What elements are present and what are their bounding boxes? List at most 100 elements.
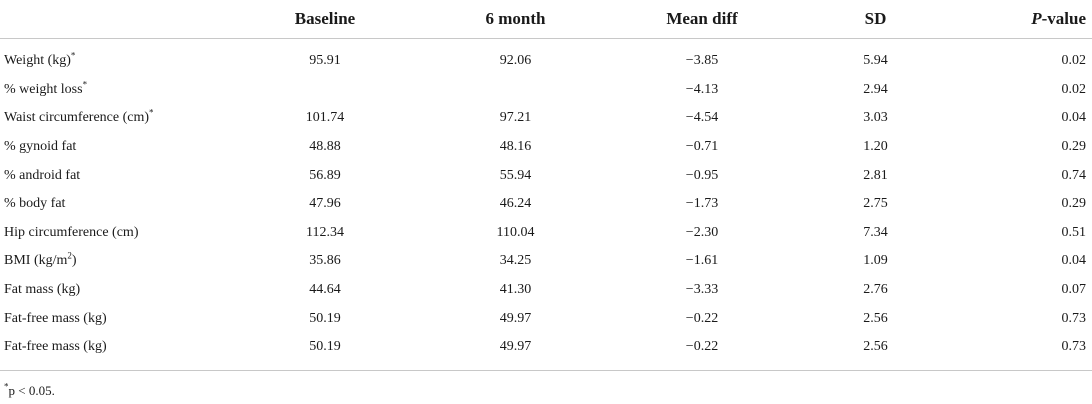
header-blank xyxy=(0,0,230,39)
table-row: % android fat 56.89 55.94 −0.95 2.81 0.74 xyxy=(0,161,1092,190)
row-label-text: % body fat xyxy=(4,196,66,212)
cell-sd: 1.20 xyxy=(863,139,888,155)
row-label-text: Fat-free mass (kg) xyxy=(4,339,107,355)
cell-sd: 2.76 xyxy=(863,282,888,298)
cell-6-month: 92.06 xyxy=(499,53,532,69)
table-body: Weight (kg)* 95.91 92.06 −3.85 5.94 0.02% wei… xyxy=(0,47,1092,371)
cell-sd: 7.34 xyxy=(863,224,888,240)
cell-6-month: 48.16 xyxy=(499,139,532,155)
cell-baseline: 50.19 xyxy=(309,310,341,326)
table-row: Weight (kg)* 95.91 92.06 −3.85 5.94 0.02 xyxy=(0,47,1092,76)
cell-6-month: 110.04 xyxy=(496,224,535,240)
cell-baseline: 48.88 xyxy=(309,139,341,155)
cell-mean-diff: −0.22 xyxy=(685,339,719,355)
cell-sd: 2.81 xyxy=(863,167,888,183)
cell-6-month: 49.97 xyxy=(499,339,532,355)
header-p-rest: -value xyxy=(1041,9,1086,28)
cell-p-value: 0.74 xyxy=(1061,167,1087,183)
table-row: Waist circumference (cm)* 101.74 97.21 −4.5… xyxy=(0,104,1092,133)
cell-p-value: 0.73 xyxy=(1061,339,1087,355)
row-label: Hip circumference (cm) xyxy=(0,219,230,248)
cell-sd: 5.94 xyxy=(863,53,888,69)
results-table-container: Baseline 6 month Mean diff SD P-value We… xyxy=(0,0,1092,371)
cell-p-value: 0.04 xyxy=(1061,110,1087,126)
cell-baseline: 50.19 xyxy=(309,339,341,355)
row-label-text: Fat-free mass (kg) xyxy=(4,310,107,326)
header-row: Baseline 6 month Mean diff SD P-value xyxy=(0,0,1092,39)
header-6-month: 6 month xyxy=(420,0,611,39)
row-label: % weight loss* xyxy=(0,76,230,105)
row-label-text: Waist circumference (cm) xyxy=(4,110,150,126)
footnote-mark: * xyxy=(4,381,9,392)
unit-superscript: 2 xyxy=(67,250,72,261)
cell-sd: 1.09 xyxy=(863,253,888,269)
cell-baseline xyxy=(230,76,420,105)
cell-baseline: 47.96 xyxy=(309,196,341,212)
cell-mean-diff: −0.71 xyxy=(685,139,719,155)
cell-6-month: 34.25 xyxy=(499,253,532,269)
row-label-text: % gynoid fat xyxy=(4,139,77,155)
table-row: % weight loss* −4.13 2.94 0.02 xyxy=(0,76,1092,105)
cell-p-value: 0.51 xyxy=(1061,224,1087,240)
cell-baseline: 112.34 xyxy=(306,224,344,240)
cell-mean-diff: −1.73 xyxy=(685,196,719,212)
cell-6-month: 46.24 xyxy=(499,196,532,212)
header-sd: SD xyxy=(793,0,958,39)
header-p-value: P-value xyxy=(958,0,1092,39)
row-label: % gynoid fat xyxy=(0,133,230,162)
header-p-letter: P xyxy=(1031,9,1042,28)
cell-6-month xyxy=(420,76,611,105)
cell-mean-diff: −4.54 xyxy=(685,110,719,126)
cell-p-value: 0.04 xyxy=(1061,253,1087,269)
cell-baseline: 101.74 xyxy=(305,110,345,126)
row-label-text: % weight loss xyxy=(4,81,83,97)
cell-6-month: 41.30 xyxy=(499,282,532,298)
cell-mean-diff: −3.85 xyxy=(685,53,719,69)
row-label: % body fat xyxy=(0,190,230,219)
significance-mark: * xyxy=(70,50,76,61)
cell-mean-diff: −3.33 xyxy=(685,282,719,298)
cell-sd: 2.94 xyxy=(863,81,888,97)
header-mean-diff: Mean diff xyxy=(611,0,793,39)
cell-p-value: 0.29 xyxy=(1061,196,1087,212)
cell-p-value: 0.02 xyxy=(1061,53,1087,69)
table-row: % gynoid fat 48.88 48.16 −0.71 1.20 0.29 xyxy=(0,133,1092,162)
row-label: Fat mass (kg) xyxy=(0,276,230,305)
table-row: Fat-free mass (kg) 50.19 49.97 −0.22 2.56 0.7… xyxy=(0,304,1092,333)
cell-sd: 3.03 xyxy=(863,110,888,126)
cell-mean-diff: −0.22 xyxy=(685,310,719,326)
cell-p-value: 0.02 xyxy=(1061,81,1087,97)
row-label-text: Weight (kg) xyxy=(4,53,71,69)
cell-mean-diff: −0.95 xyxy=(685,167,719,183)
cell-mean-diff: −4.13 xyxy=(685,81,719,97)
cell-sd: 2.75 xyxy=(863,196,888,212)
cell-baseline: 95.91 xyxy=(309,53,341,69)
row-label: Weight (kg)* xyxy=(0,47,230,76)
cell-p-value: 0.29 xyxy=(1061,139,1087,155)
significance-mark: * xyxy=(82,79,88,90)
row-label-text: % android fat xyxy=(4,167,81,183)
cell-sd: 2.56 xyxy=(863,339,888,355)
footnote: *p < 0.05. xyxy=(4,381,55,399)
cell-p-value: 0.07 xyxy=(1061,282,1087,298)
table-row: Fat mass (kg) 44.64 41.30 −3.33 2.76 0.07 xyxy=(0,276,1092,305)
cell-baseline: 35.86 xyxy=(309,253,341,269)
row-label-text: Fat mass (kg) xyxy=(4,282,81,298)
cell-p-value: 0.73 xyxy=(1061,310,1087,326)
significance-mark: * xyxy=(149,107,154,118)
cell-6-month: 49.97 xyxy=(499,310,532,326)
cell-6-month: 55.94 xyxy=(499,167,532,183)
cell-6-month: 97.21 xyxy=(499,110,532,126)
table-row: BMI (kg/m2) 35.86 34.25 −1.61 1.09 0.04 xyxy=(0,247,1092,276)
row-label: Waist circumference (cm)* xyxy=(0,104,230,133)
row-label: Fat-free mass (kg) xyxy=(0,333,230,362)
cell-sd: 2.56 xyxy=(863,310,888,326)
row-label: BMI (kg/m2) xyxy=(0,247,230,276)
cell-mean-diff: −2.30 xyxy=(685,224,719,240)
table-row: Fat-free mass (kg) 50.19 49.97 −0.22 2.56 0.7… xyxy=(0,333,1092,362)
row-label-end: ) xyxy=(71,253,77,269)
cell-mean-diff: −1.61 xyxy=(685,253,719,269)
header-baseline: Baseline xyxy=(230,0,420,39)
row-label: Fat-free mass (kg) xyxy=(0,304,230,333)
row-label: % android fat xyxy=(0,161,230,190)
